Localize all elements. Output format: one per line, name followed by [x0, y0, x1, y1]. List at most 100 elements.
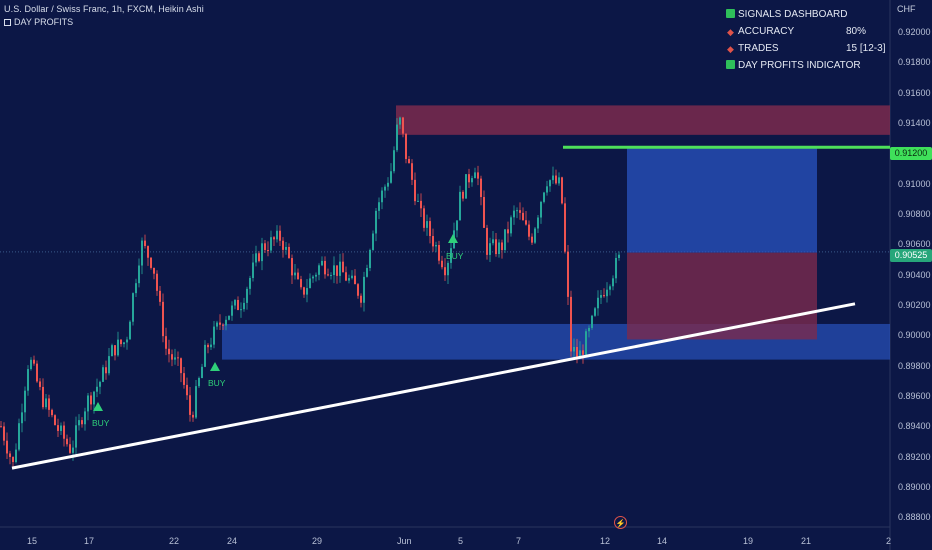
candle-body	[153, 267, 155, 274]
candle-body	[180, 358, 182, 374]
candle-body	[531, 236, 533, 243]
candle-body	[36, 363, 38, 382]
candle-body	[561, 177, 563, 204]
lightning-icon[interactable]: ⚡	[614, 516, 627, 529]
candle-body	[540, 201, 542, 218]
candle-body	[603, 295, 605, 297]
buy-signal-arrow-icon[interactable]	[93, 402, 103, 411]
candle-body	[588, 327, 590, 332]
candle-body	[405, 133, 407, 160]
candle-body	[615, 257, 617, 279]
buy-signal-arrow-icon[interactable]	[448, 234, 458, 243]
candle-body	[543, 192, 545, 202]
candle-body	[393, 150, 395, 172]
candle-body	[351, 275, 353, 279]
candle-body	[87, 395, 89, 412]
candle-body	[579, 350, 581, 357]
candle-body	[126, 339, 128, 343]
price-tick: 0.90600	[898, 239, 931, 249]
trendline	[11, 302, 856, 470]
candle-body	[294, 272, 296, 276]
candle-body	[96, 386, 98, 392]
candle-body	[597, 297, 599, 309]
candle-body	[423, 208, 425, 228]
time-tick: 5	[458, 536, 464, 546]
candle-body	[270, 237, 272, 251]
candle-body	[156, 273, 158, 291]
candle-body	[213, 326, 215, 345]
candle-body	[48, 398, 50, 410]
candle-body	[261, 243, 263, 262]
candle-body	[318, 265, 320, 275]
candle-body	[150, 257, 152, 268]
candle-body	[390, 171, 392, 183]
candle-body	[6, 440, 8, 454]
candle-body	[441, 260, 443, 268]
candle-body	[18, 423, 20, 450]
candle-body	[24, 390, 26, 413]
candle-body	[330, 275, 332, 277]
candle-body	[72, 447, 74, 453]
candle-body	[549, 180, 551, 187]
accuracy-label: ACCURACY	[738, 26, 795, 37]
buy-signal-label: BUY	[208, 378, 226, 388]
target-zone	[627, 147, 817, 253]
candle-body	[498, 242, 500, 255]
price-tick: 0.90200	[898, 300, 931, 310]
candle-body	[21, 412, 23, 424]
indicator-row: DAY PROFITS INDICATOR	[726, 59, 896, 76]
signals-dashboard: SIGNALS DASHBOARD ◆ ACCURACY 80% ◆ TRADES …	[726, 8, 896, 76]
trophy-icon: ◆	[727, 44, 734, 54]
candle-body	[342, 261, 344, 273]
candle-body	[3, 426, 5, 441]
candle-body	[192, 414, 194, 418]
candle-body	[75, 425, 77, 448]
candle-body	[417, 200, 419, 202]
candle-body	[201, 366, 203, 379]
candle-body	[420, 200, 422, 209]
candle-body	[171, 354, 173, 360]
candle-body	[426, 221, 428, 228]
candle-body	[210, 344, 212, 348]
candle-body	[267, 249, 269, 251]
candle-body	[81, 420, 83, 425]
candle-body	[375, 210, 377, 234]
candle-body	[612, 278, 614, 287]
candle-body	[162, 301, 164, 337]
candle-body	[462, 191, 464, 199]
time-tick: 17	[84, 536, 95, 546]
legend-checkbox-icon[interactable]	[4, 19, 11, 26]
candle-body	[327, 274, 329, 276]
candle-body	[282, 240, 284, 250]
candle-body	[27, 369, 29, 391]
candle-body	[429, 221, 431, 237]
candle-body	[207, 344, 209, 348]
candle-body	[492, 239, 494, 244]
chart-title: U.S. Dollar / Swiss Franc, 1h, FXCM, Hei…	[4, 4, 204, 14]
price-tick: 0.88800	[898, 512, 931, 522]
candle-body	[495, 239, 497, 255]
candle-body	[135, 283, 137, 294]
candle-body	[15, 449, 17, 463]
resistance-zone	[396, 105, 890, 135]
candle-body	[504, 229, 506, 251]
candle-body	[234, 299, 236, 306]
time-tick: Jun	[397, 536, 412, 546]
candles	[0, 116, 620, 467]
stop-zone	[627, 252, 817, 340]
candle-body	[525, 220, 527, 225]
price-tick: 0.90400	[898, 270, 931, 280]
indicator-legend[interactable]: DAY PROFITS	[4, 17, 73, 27]
candle-body	[516, 210, 518, 212]
candle-body	[117, 339, 119, 356]
indicator-label: DAY PROFITS INDICATOR	[738, 60, 861, 71]
candle-body	[465, 174, 467, 199]
candle-body	[129, 321, 131, 340]
buy-signal-arrow-icon[interactable]	[210, 362, 220, 371]
time-tick: 21	[801, 536, 812, 546]
candle-body	[345, 272, 347, 281]
dashboard-title: SIGNALS DASHBOARD	[738, 9, 848, 20]
trades-value: 15 [12-3]	[846, 43, 886, 54]
